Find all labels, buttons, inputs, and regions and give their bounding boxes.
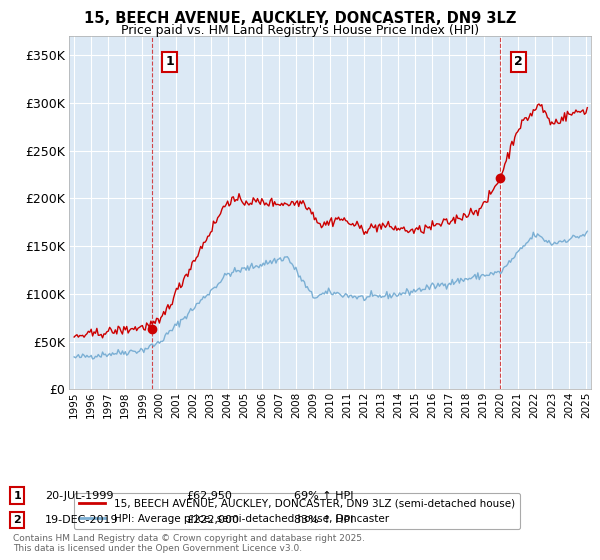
Text: £222,000: £222,000 <box>186 515 239 525</box>
Text: 69% ↑ HPI: 69% ↑ HPI <box>294 491 353 501</box>
Text: 2: 2 <box>13 515 21 525</box>
Text: Price paid vs. HM Land Registry's House Price Index (HPI): Price paid vs. HM Land Registry's House … <box>121 24 479 36</box>
Text: 15, BEECH AVENUE, AUCKLEY, DONCASTER, DN9 3LZ: 15, BEECH AVENUE, AUCKLEY, DONCASTER, DN… <box>84 11 516 26</box>
Text: 20-JUL-1999: 20-JUL-1999 <box>45 491 113 501</box>
Text: 83% ↑ HPI: 83% ↑ HPI <box>294 515 353 525</box>
Text: Contains HM Land Registry data © Crown copyright and database right 2025.
This d: Contains HM Land Registry data © Crown c… <box>13 534 365 553</box>
Text: 19-DEC-2019: 19-DEC-2019 <box>45 515 119 525</box>
Text: £62,950: £62,950 <box>186 491 232 501</box>
Legend: 15, BEECH AVENUE, AUCKLEY, DONCASTER, DN9 3LZ (semi-detached house), HPI: Averag: 15, BEECH AVENUE, AUCKLEY, DONCASTER, DN… <box>74 493 520 529</box>
Text: 2: 2 <box>514 55 523 68</box>
Text: 1: 1 <box>13 491 21 501</box>
Text: 1: 1 <box>166 55 174 68</box>
